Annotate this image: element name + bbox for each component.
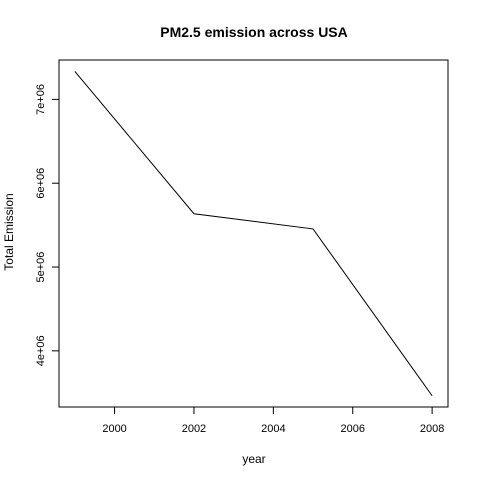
y-tick-label: 5e+06 [35, 252, 47, 283]
chart-title: PM2.5 emission across USA [160, 24, 348, 40]
y-tick-label: 4e+06 [35, 335, 47, 366]
x-tick-label: 2006 [340, 423, 364, 435]
x-axis-label: year [242, 452, 265, 466]
x-tick-label: 2002 [182, 423, 206, 435]
y-axis: 4e+06 5e+06 6e+06 7e+06 [35, 84, 59, 366]
x-tick-label: 2004 [261, 423, 285, 435]
x-tick-label: 2000 [102, 423, 126, 435]
series-line [74, 71, 433, 397]
y-tick-label: 7e+06 [35, 84, 47, 115]
y-axis-label: Total Emission [2, 193, 16, 270]
y-tick-label: 6e+06 [35, 168, 47, 199]
plot-frame [58, 59, 449, 408]
plot-series [74, 71, 433, 397]
x-tick-label: 2008 [420, 423, 444, 435]
x-axis: 2000 2002 2004 2006 2008 [102, 407, 444, 435]
